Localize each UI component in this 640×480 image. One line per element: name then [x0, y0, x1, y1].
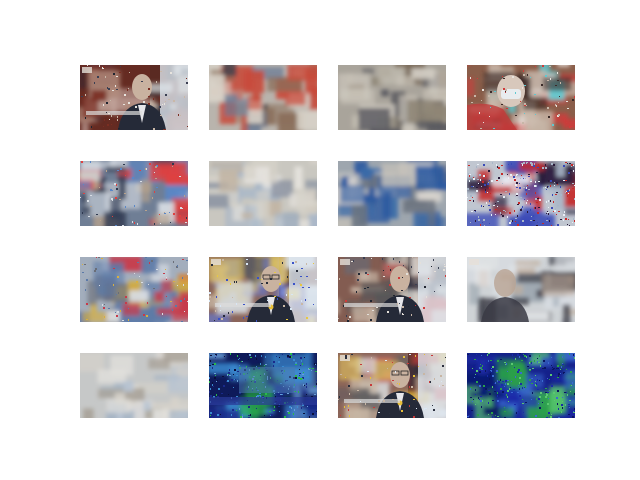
thumbnail-graphic — [80, 65, 188, 130]
thumbnail-graphic — [467, 161, 575, 226]
thumbnail-image — [467, 353, 575, 418]
thumbnail-graphic — [467, 257, 575, 322]
thumbnail-graphic — [209, 257, 317, 322]
thumbnail-image — [80, 257, 188, 322]
thumbnail-graphic — [209, 65, 317, 130]
thumbnail-image — [338, 161, 446, 226]
thumbnail-graphic — [209, 353, 317, 418]
thumbnail-image — [209, 353, 317, 418]
thumbnail-graphic — [338, 65, 446, 130]
thumbnail-image — [338, 65, 446, 130]
thumbnail-image — [338, 353, 446, 418]
thumbnail-image — [80, 353, 188, 418]
thumbnail-image — [80, 65, 188, 130]
thumbnail-image — [209, 161, 317, 226]
thumbnail-image — [467, 257, 575, 322]
thumbnail-graphic — [209, 161, 317, 226]
thumbnail-image — [80, 161, 188, 226]
thumbnail-image — [209, 257, 317, 322]
thumbnail-graphic — [467, 65, 575, 130]
thumbnail-graphic — [80, 161, 188, 226]
thumbnail-image — [338, 257, 446, 322]
thumbnail-graphic — [338, 353, 446, 418]
thumbnail-graphic — [80, 353, 188, 418]
thumbnail-graphic — [80, 257, 188, 322]
thumbnail-graphic — [338, 257, 446, 322]
thumbnail-image — [209, 65, 317, 130]
thumbnail-graphic — [338, 161, 446, 226]
thumbnail-image — [467, 65, 575, 130]
thumbnail-image — [467, 161, 575, 226]
thumbnail-graphic — [467, 353, 575, 418]
